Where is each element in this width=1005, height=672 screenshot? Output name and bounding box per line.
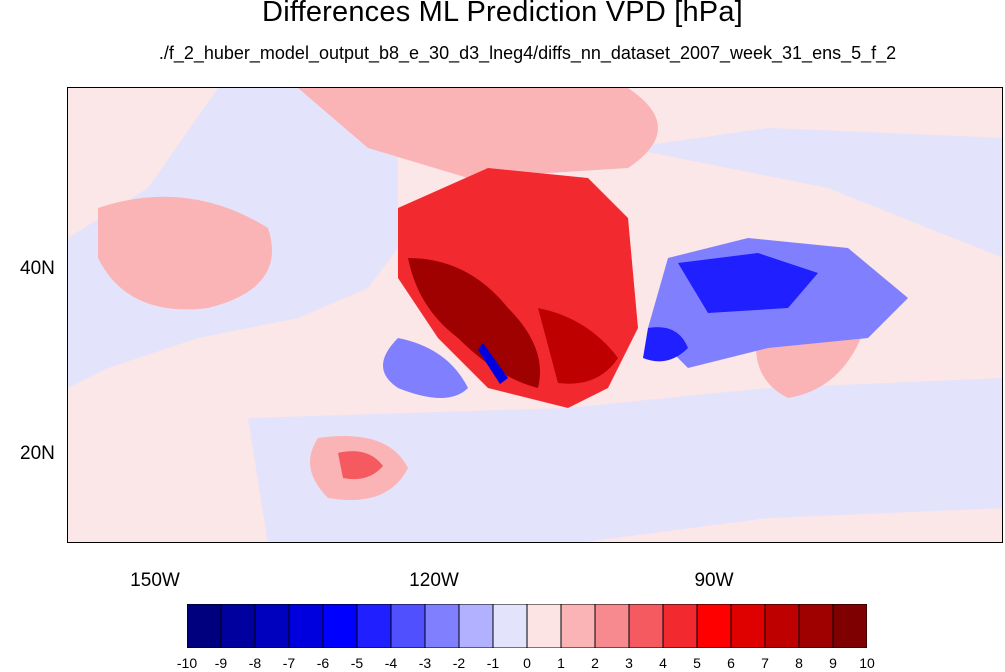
colorbar-swatch <box>832 604 867 648</box>
red-patch-southwest <box>338 451 383 480</box>
lon-label-90w: 90W <box>694 570 734 591</box>
colorbar-tick-label: 10 <box>859 655 875 671</box>
colorbar-tick-label: -7 <box>282 655 296 671</box>
blue-patch-gulf <box>643 327 688 362</box>
colorbar-swatch <box>220 604 256 648</box>
lon-label-150w: 150W <box>130 570 180 591</box>
light-blue-region-east <box>628 128 1002 258</box>
colorbar-swatch <box>662 604 698 648</box>
colorbar-swatch <box>254 604 290 648</box>
colorbar-tick-label: -4 <box>384 655 398 671</box>
blue-patch-baja-pacific <box>383 338 468 398</box>
pink-patch-pacific <box>98 196 272 310</box>
colorbar-tick-label: -1 <box>486 655 500 671</box>
light-blue-region-south <box>248 378 1002 542</box>
map-title: Differences ML Prediction VPD [hPa] <box>262 0 743 28</box>
map-panel <box>67 87 1003 543</box>
colorbar-tick-label: -10 <box>176 655 198 671</box>
blue-gulf-of-california <box>478 343 508 384</box>
colorbar-swatch <box>356 604 392 648</box>
colorbar-swatch <box>288 604 324 648</box>
pink-patch-north <box>298 88 658 178</box>
colorbar-swatch <box>424 604 460 648</box>
lat-label-40n: 40N <box>20 258 55 279</box>
dark-red-core-texas <box>538 308 618 384</box>
colorbar-tick-label: 3 <box>625 655 633 671</box>
colorbar-tick-label: -6 <box>316 655 330 671</box>
deep-blue-core-eastern-us <box>678 253 818 313</box>
colorbar-tick-label: 9 <box>829 655 837 671</box>
colorbar-tick-label: 1 <box>557 655 565 671</box>
colorbar-tick-label: 8 <box>795 655 803 671</box>
vpd-difference-field <box>68 88 1002 542</box>
colorbar-tick-label: -5 <box>350 655 364 671</box>
colorbar-tick-label: 7 <box>761 655 769 671</box>
colorbar-swatch <box>764 604 800 648</box>
colorbar-tick-label: 6 <box>727 655 735 671</box>
colorbar-tick-label: 5 <box>693 655 701 671</box>
colorbar-swatch <box>798 604 834 648</box>
lat-label-20n: 20N <box>20 443 55 464</box>
colorbar-swatch <box>390 604 426 648</box>
colorbar-tick-label: 4 <box>659 655 667 671</box>
colorbar-swatch <box>322 604 358 648</box>
colorbar-swatch <box>594 604 630 648</box>
colorbar-swatch <box>458 604 494 648</box>
colorbar <box>187 604 867 648</box>
colorbar-swatch <box>492 604 528 648</box>
colorbar-tick-label: -3 <box>418 655 432 671</box>
map-subtitle: ./f_2_huber_model_output_b8_e_30_d3_lneg… <box>158 43 897 63</box>
colorbar-tick-label: 2 <box>591 655 599 671</box>
colorbar-swatch <box>696 604 732 648</box>
lon-label-120w: 120W <box>409 570 459 591</box>
colorbar-swatch <box>187 604 222 648</box>
colorbar-tick-label: 0 <box>523 655 531 671</box>
colorbar-swatch <box>560 604 596 648</box>
colorbar-tick-label: -9 <box>214 655 228 671</box>
colorbar-swatch <box>628 604 664 648</box>
colorbar-swatch <box>730 604 766 648</box>
colorbar-swatch <box>526 604 562 648</box>
colorbar-tick-label: -2 <box>452 655 466 671</box>
colorbar-tick-label: -8 <box>248 655 262 671</box>
dark-red-core-western-us <box>408 258 540 388</box>
